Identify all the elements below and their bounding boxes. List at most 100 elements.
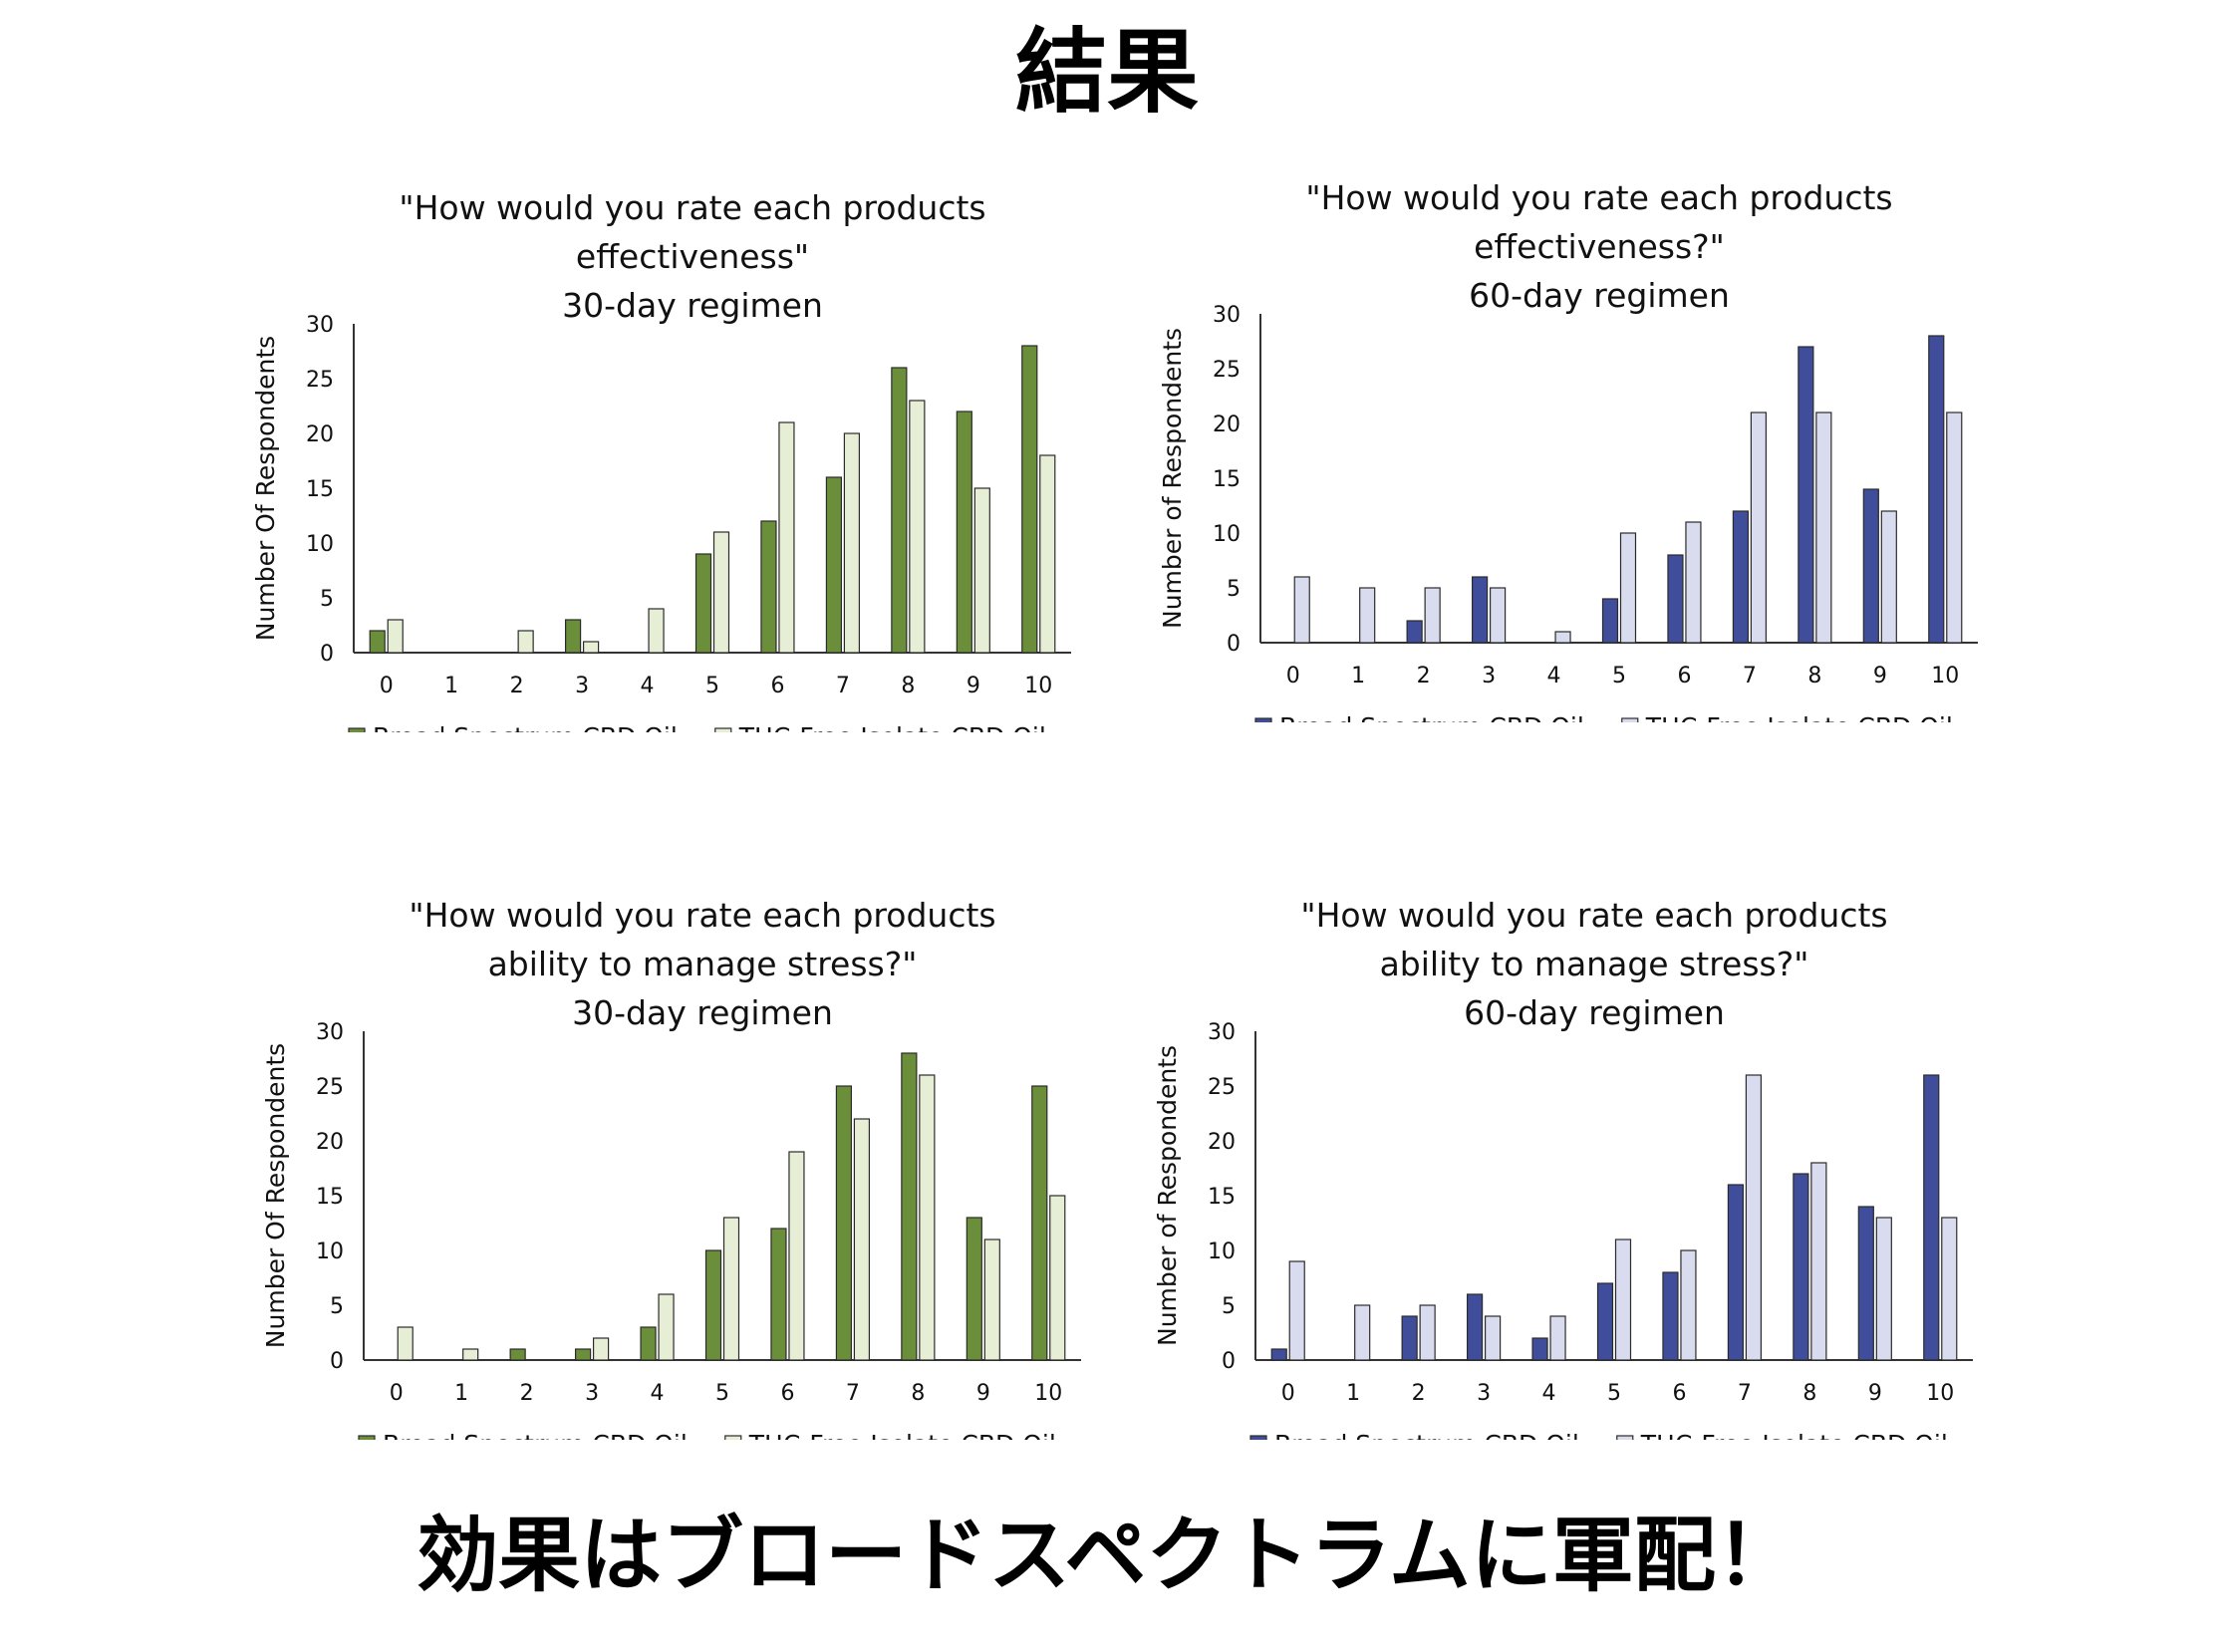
bar [582,641,600,654]
x-tick-label: 7 [846,1381,860,1406]
x-tick-label: 4 [641,674,655,698]
chart-title-line: effectiveness" [576,237,809,276]
bar [517,630,534,654]
x-tick-label: 1 [444,674,458,698]
x-tick-label: 9 [967,674,980,698]
x-tick-label: 3 [575,674,589,698]
chart-effectiveness-60day: "How would you rate each products effecti… [1158,178,1978,722]
bar [825,476,843,654]
legend-label: Broad Spectrum CBD Oil [373,722,678,732]
chart-title-line: 60-day regimen [1464,993,1725,1032]
bar [1745,1074,1763,1361]
y-tick-label: 5 [320,587,334,612]
x-tick-label: 4 [1547,664,1561,688]
legend-label: THC-Free Isolate CBD Oil [738,722,1046,732]
y-tick-label: 30 [316,1020,344,1045]
legend-label: THC-Free Isolate CBD Oil [748,1430,1056,1440]
y-tick-label: 0 [320,642,334,667]
chart-title-line: "How would you rate each products [409,896,995,935]
bar [1798,346,1814,644]
y-tick-label: 5 [1227,577,1241,602]
chart-title-line: "How would you rate each products [399,188,985,227]
bar [1484,1315,1502,1361]
bar [1614,1239,1632,1361]
legend-swatch [1249,1435,1267,1440]
x-tick-label: 3 [585,1381,599,1406]
bar [1750,412,1768,644]
chart-title-line: ability to manage stress?" [1380,945,1809,983]
bar [1619,532,1637,644]
y-axis-label: Number Of Respondents [251,336,280,641]
bar [1359,587,1376,644]
bar [712,531,730,654]
bar [369,630,386,654]
legend-label: Broad Spectrum CBD Oil [1279,712,1584,722]
bar [694,553,712,654]
slide-caption: 効果はブロードスペクトラムに軍配！ [416,1509,1798,1603]
y-tick-label: 10 [316,1239,344,1264]
x-tick-label: 2 [1412,1381,1426,1406]
bar [1793,1173,1809,1361]
bar [843,432,861,654]
slide-title: 結果 [1014,19,1199,126]
y-tick-label: 15 [306,477,334,502]
bar [919,1074,936,1361]
chart-stress-60day: "How would you rate each products ability… [1153,896,1973,1440]
bar [909,400,926,654]
y-tick-label: 20 [306,422,334,447]
bar [397,1326,414,1361]
legend-swatch [724,1435,742,1440]
bar [1489,587,1507,644]
x-tick-label: 1 [1346,1381,1360,1406]
y-tick-label: 30 [1208,1020,1236,1045]
y-tick-label: 10 [1208,1239,1236,1264]
x-tick-label: 4 [651,1381,665,1406]
chart-panel-effectiveness-60day: "How would you rate each products effecti… [1136,164,2033,722]
bar [956,411,972,654]
y-tick-label: 15 [1208,1185,1236,1210]
bar [1288,1260,1305,1361]
bar [1857,1206,1874,1361]
y-tick-label: 5 [330,1294,344,1319]
x-tick-label: 3 [1482,664,1496,688]
bar [770,1228,787,1361]
bar [1554,631,1571,644]
bar [1039,454,1056,654]
bar [1021,345,1038,654]
x-tick-label: 2 [1417,664,1431,688]
chart-title-line: ability to manage stress?" [488,945,918,983]
legend-swatch [1254,717,1272,722]
chart-effectiveness-30day: "How would you rate each products effecti… [251,188,1071,732]
x-tick-label: 6 [780,1381,794,1406]
y-tick-label: 25 [306,368,334,393]
y-tick-label: 0 [330,1349,344,1374]
x-tick-label: 10 [1926,1381,1954,1406]
chart-panel-stress-60day: "How would you rate each products ability… [1131,882,2028,1440]
bar [1354,1304,1371,1361]
bar [966,1217,982,1361]
bar [1424,587,1441,644]
bar [462,1348,479,1361]
x-tick-label: 7 [836,674,850,698]
bar [509,1348,526,1361]
chart-title-line: "How would you rate each products [1300,896,1887,935]
y-tick-label: 25 [316,1075,344,1100]
bar [760,520,777,654]
x-tick-label: 8 [901,674,915,698]
bar [1270,1348,1287,1361]
x-tick-label: 8 [911,1381,925,1406]
bar [835,1085,853,1361]
x-tick-label: 10 [1024,674,1052,698]
x-tick-label: 3 [1477,1381,1491,1406]
x-tick-label: 7 [1743,664,1757,688]
bar [648,608,665,654]
chart-title-line: 30-day regimen [572,993,833,1032]
bar [1596,1282,1614,1361]
bar [1549,1315,1566,1361]
x-tick-label: 7 [1738,1381,1752,1406]
bar [788,1151,805,1361]
x-tick-label: 2 [520,1381,534,1406]
bar [1928,335,1945,644]
x-tick-label: 0 [390,1381,404,1406]
bar [1419,1304,1436,1361]
